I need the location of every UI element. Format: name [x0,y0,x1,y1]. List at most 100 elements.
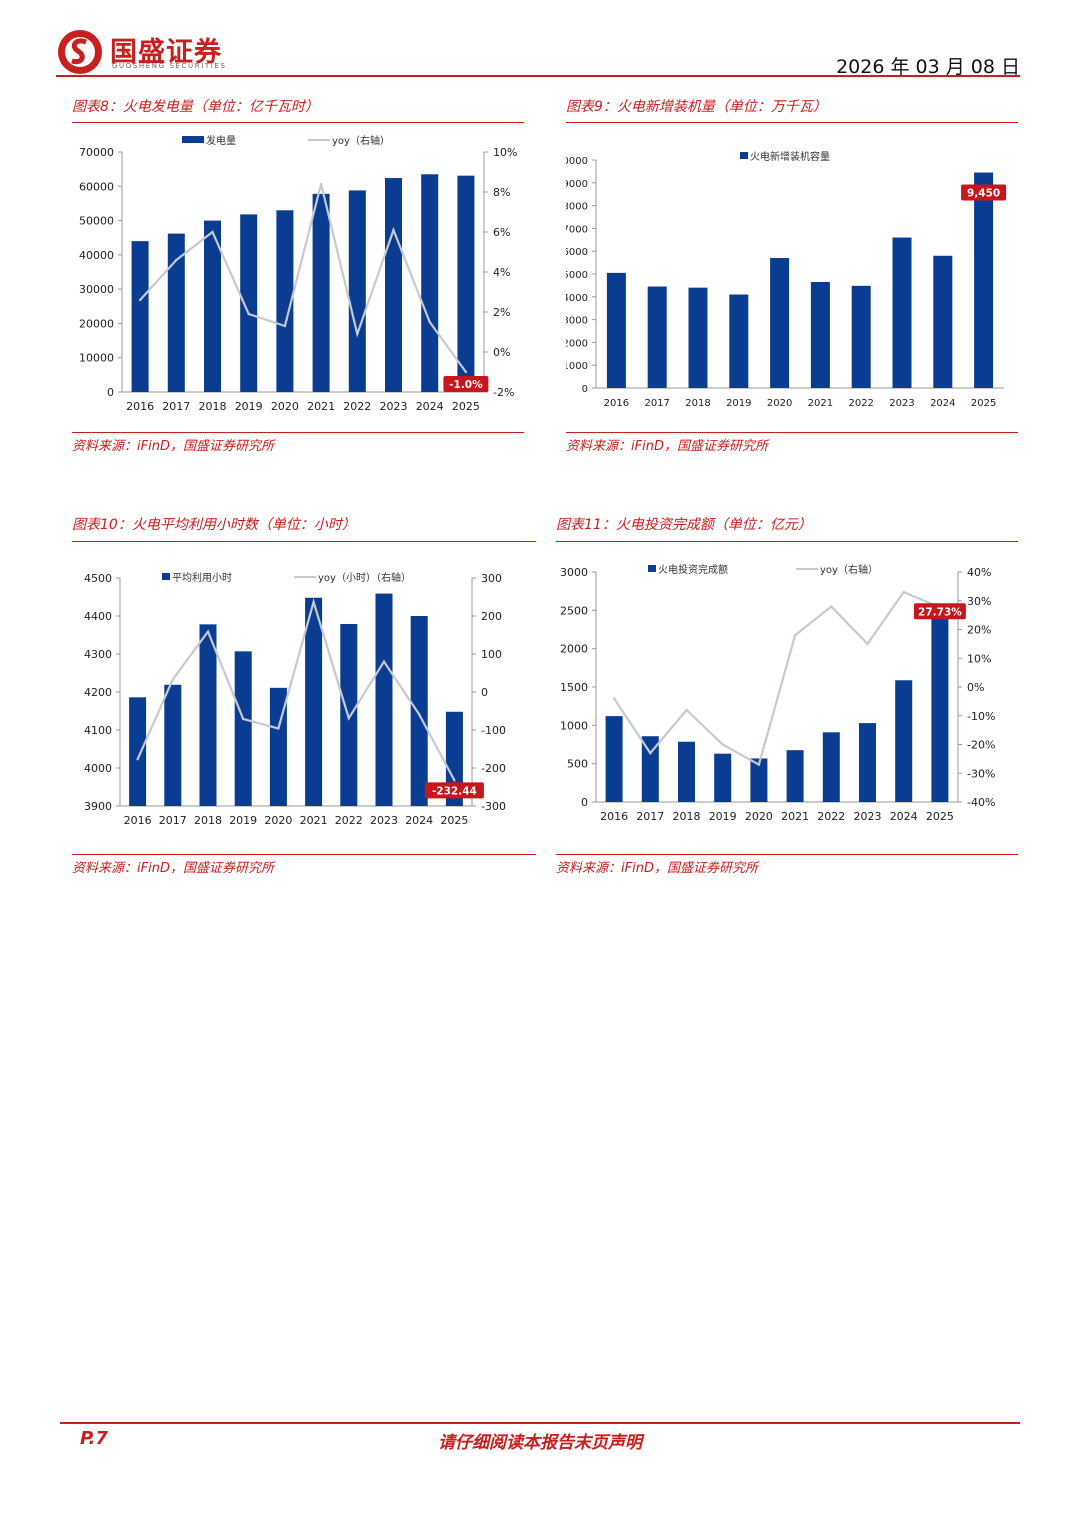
x-tick-label: 2021 [300,814,328,827]
yoy-point [138,298,142,302]
yoy-line [613,590,941,767]
x-tick-label: 2020 [767,398,792,409]
bar [810,281,830,388]
brand-name: 国盛证券 [110,37,222,68]
x-tick-label: 2025 [926,810,954,823]
yoy-point [319,182,323,186]
x-tick-label: 2017 [159,814,187,827]
bar [750,758,768,802]
legend-line-label: yoy（右轴） [820,563,878,576]
left-tick-label: 4400 [84,610,112,623]
bar [312,193,330,392]
legend-bar-label: 发电量 [206,134,236,147]
right-tick-label: 0 [481,686,488,699]
x-tick-label: 2025 [452,400,480,413]
left-tick-label: 4300 [84,648,112,661]
chart-utilization-hours: 3900 4000 4100 4200 4300 4400 4500 -300 -200 -100… [84,571,506,827]
x-tick-label: 2020 [271,400,299,413]
yoy-point [793,634,797,637]
bar [786,750,804,802]
left-tick-label: 70000 [79,146,114,159]
left-tick-label: 9000 [566,179,588,190]
bar [859,723,876,802]
left-tick-label: 10000 [566,156,588,167]
x-tick-label: 2024 [930,398,955,409]
x-tick-label: 2025 [440,814,468,827]
left-tick-label: 1000 [566,361,588,372]
bar [276,210,294,392]
yoy-line [139,183,467,373]
chart-title: 图表8：火电发电量（单位：亿千瓦时） [72,99,319,115]
left-tick-label: 8000 [566,202,588,213]
chart-panel-10: 图表10：火电平均利用小时数（单位：小时） 3900 4000 4100 4200 43… [72,514,536,884]
bar [164,684,182,806]
left-tick-label: 2500 [560,604,588,617]
right-tick-label: 200 [481,610,502,623]
callout-box [913,603,966,620]
yoy-point [277,727,280,730]
bar [129,697,147,806]
left-tick-label: 5000 [566,270,588,281]
left-tick-label: 4500 [84,572,112,585]
chart-title: 图表11：火电投资完成额（单位：亿元） [556,517,812,533]
yoy-point [247,312,250,316]
source-rule [556,854,1018,855]
source-rule [566,432,1018,433]
right-tick-label: 300 [481,572,502,585]
x-tick-label: 2019 [235,400,263,413]
left-tick-label: 3900 [84,800,112,813]
bar [410,616,428,806]
yoy-point [830,605,833,608]
yoy-point [356,332,359,336]
header-divider [56,75,1020,77]
x-tick-label: 2024 [890,810,918,823]
yoy-point [206,630,210,633]
yoy-point [136,758,139,761]
right-tick-label: -200 [481,762,506,775]
yoy-point [211,230,214,234]
x-tick-label: 2016 [604,398,629,409]
x-tick-label: 2016 [126,400,154,413]
right-tick-label: 0% [493,346,510,359]
bar [641,736,659,802]
x-tick-label: 2023 [370,814,398,827]
x-tick-label: 2017 [636,810,664,823]
left-tick-label: 500 [567,758,588,771]
bar [167,233,185,392]
left-tick-label: 0 [582,384,588,395]
right-tick-label: 40% [967,566,991,579]
page-header: 国盛证券 GUOSHENG SECURITIES 2026 年 03 月 08 … [56,20,1020,80]
right-tick-label: 30% [967,595,991,608]
x-tick-label: 2024 [416,400,444,413]
chart-new-capacity: 0 1000 2000 3000 4000 5000 6000 7000 8000 9000 100… [566,150,1007,409]
left-tick-label: 4100 [84,724,112,737]
callout-box [961,184,1007,201]
x-tick-label: 2020 [745,810,773,823]
title-rule [72,122,524,123]
chart-power-generation: 0 10000 20000 30000 40000 50000 60000 70000 -2% 0… [79,134,517,413]
yoy-point [649,751,652,755]
yoy-point [428,320,431,324]
chart-source: 资料来源：iFinD，国盛证券研究所 [72,861,274,876]
legend-bar-swatch [182,136,204,143]
brand-subtitle: GUOSHENG SECURITIES [112,62,227,70]
legend-line-label: yoy（右轴） [332,134,390,147]
x-tick-label: 2017 [644,398,669,409]
footer-divider [60,1422,1020,1424]
bar [385,178,402,392]
bar [822,732,840,802]
yoy-point [312,600,315,604]
left-tick-label: 6000 [566,247,588,258]
right-tick-label: -30% [967,767,995,780]
x-tick-label: 2016 [124,814,152,827]
yoy-point [757,763,761,766]
bar [199,624,217,806]
yoy-point [685,708,688,712]
left-tick-label: 4000 [84,762,112,775]
source-rule [72,432,524,433]
yoy-point [464,370,468,374]
bar [457,175,475,392]
left-tick-label: 0 [107,386,114,399]
left-tick-label: 10000 [79,352,114,365]
bar [770,258,790,388]
